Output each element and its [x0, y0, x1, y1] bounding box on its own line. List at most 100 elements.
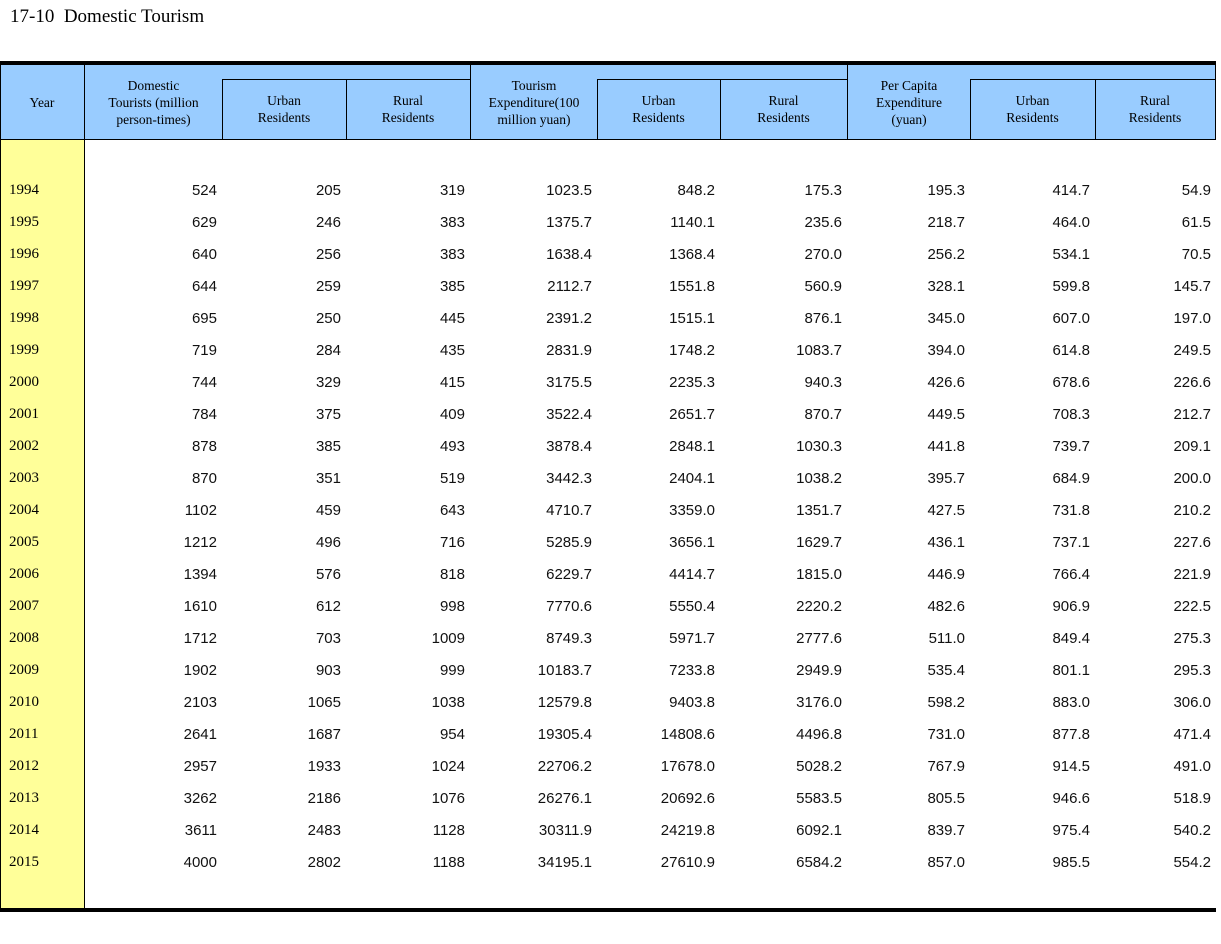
year-column-background	[1, 140, 85, 908]
header-tourism-expenditure: Tourism Expenditure(100 million yuan)	[488, 77, 580, 127]
value-cell: 1065	[307, 693, 341, 711]
value-cell: 383	[439, 245, 465, 263]
table-row: 2001 784 375 409 3522.4 2651.7 870.7 449.5 708.3…	[1, 398, 1216, 430]
value-cell: 540.2	[1173, 821, 1211, 839]
value-cell: 2220.2	[796, 597, 842, 615]
year-cell: 2011	[9, 725, 39, 742]
value-cell: 385	[439, 277, 465, 295]
value-cell: 2483	[307, 821, 341, 839]
value-cell: 1351.7	[796, 501, 842, 519]
value-cell: 2848.1	[669, 437, 715, 455]
subheader-divider	[720, 79, 721, 139]
value-cell: 210.2	[1173, 501, 1211, 519]
value-cell: 2112.7	[547, 277, 592, 295]
table-rows: 1994 524 205 319 1023.5 848.2 175.3 195.3 414.7 5…	[1, 174, 1216, 878]
value-cell: 4496.8	[796, 725, 842, 743]
year-cell: 2001	[9, 405, 39, 422]
table-row: 2007 1610 612 998 7770.6 5550.4 2220.2 482.6 906…	[1, 590, 1216, 622]
value-cell: 14808.6	[660, 725, 715, 743]
year-cell: 2012	[9, 757, 39, 774]
value-cell: 954	[439, 725, 465, 743]
value-cell: 3522.4	[546, 405, 592, 423]
value-cell: 1368.4	[669, 245, 715, 263]
subheader-divider	[346, 79, 347, 139]
table-row: 2004 1102 459 643 4710.7 3359.0 1351.7 427.5 731…	[1, 494, 1216, 526]
subheader-divider	[1095, 79, 1096, 139]
value-cell: 1024	[431, 757, 465, 775]
value-cell: 524	[191, 181, 217, 199]
value-cell: 2777.6	[796, 629, 842, 647]
value-cell: 784	[191, 405, 217, 423]
value-cell: 1128	[432, 821, 465, 839]
value-cell: 250	[315, 309, 341, 327]
value-cell: 284	[315, 341, 341, 359]
value-cell: 19305.4	[537, 725, 592, 743]
value-cell: 7233.8	[669, 661, 715, 679]
subheader-divider	[970, 79, 971, 139]
table-row: 1998 695 250 445 2391.2 1515.1 876.1 345.0 607.0…	[1, 302, 1216, 334]
value-cell: 998	[439, 597, 465, 615]
value-cell: 870.7	[804, 405, 842, 423]
value-cell: 737.1	[1052, 533, 1090, 551]
value-cell: 61.5	[1181, 213, 1211, 231]
value-cell: 744	[191, 373, 217, 391]
value-cell: 12579.8	[537, 693, 592, 711]
table-row: 2008 1712 703 1009 8749.3 5971.7 2777.6 511.0 84…	[1, 622, 1216, 654]
table-row: 2000 744 329 415 3175.5 2235.3 940.3 426.6 678.6…	[1, 366, 1216, 398]
year-cell: 1996	[9, 245, 39, 262]
value-cell: 1394	[183, 565, 217, 583]
value-cell: 1038	[431, 693, 465, 711]
year-cell: 2004	[9, 501, 39, 518]
value-cell: 708.3	[1052, 405, 1090, 423]
value-cell: 519	[439, 469, 465, 487]
value-cell: 719	[191, 341, 217, 359]
value-cell: 1933	[307, 757, 341, 775]
value-cell: 985.5	[1052, 853, 1090, 871]
header-dt-urban-residents: Urban Residents	[257, 93, 311, 125]
value-cell: 34195.1	[537, 853, 592, 871]
year-cell: 2003	[9, 469, 39, 486]
table-row: 1997 644 259 385 2112.7 1551.8 560.9 328.1 599.8…	[1, 270, 1216, 302]
value-cell: 222.5	[1173, 597, 1211, 615]
value-cell: 839.7	[927, 821, 965, 839]
value-cell: 643	[439, 501, 465, 519]
value-cell: 576	[315, 565, 341, 583]
value-cell: 914.5	[1052, 757, 1090, 775]
value-cell: 1030.3	[796, 437, 842, 455]
value-cell: 848.2	[677, 181, 715, 199]
value-cell: 1083.7	[796, 341, 842, 359]
value-cell: 249.5	[1173, 341, 1211, 359]
value-cell: 200.0	[1173, 469, 1211, 487]
table-row: 2014 3611 2483 1128 30311.9 24219.8 6092.1 839.…	[1, 814, 1216, 846]
table-row: 1994 524 205 319 1023.5 848.2 175.3 195.3 414.7 5…	[1, 174, 1216, 206]
value-cell: 1375.7	[546, 213, 592, 231]
year-cell: 2009	[9, 661, 39, 678]
subheader-divider	[222, 79, 223, 139]
value-cell: 3359.0	[669, 501, 715, 519]
value-cell: 464.0	[1052, 213, 1090, 231]
value-cell: 5550.4	[669, 597, 715, 615]
table-row: 2010 2103 1065 1038 12579.8 9403.8 3176.0 598.2…	[1, 686, 1216, 718]
year-cell: 1998	[9, 309, 39, 326]
value-cell: 3656.1	[669, 533, 715, 551]
value-cell: 598.2	[927, 693, 965, 711]
table-header: Year Domestic Tourists (million person-t…	[0, 61, 1216, 140]
value-cell: 4414.7	[669, 565, 715, 583]
value-cell: 878	[191, 437, 217, 455]
value-cell: 1551.8	[669, 277, 715, 295]
value-cell: 27610.9	[660, 853, 715, 871]
table-row: 2009 1902 903 999 10183.7 7233.8 2949.9 535.4 80…	[1, 654, 1216, 686]
year-cell: 2000	[9, 373, 39, 390]
value-cell: 383	[439, 213, 465, 231]
value-cell: 1712	[183, 629, 217, 647]
table-row: 2002 878 385 493 3878.4 2848.1 1030.3 441.8 739.…	[1, 430, 1216, 462]
value-cell: 612	[315, 597, 341, 615]
value-cell: 414.7	[1052, 181, 1090, 199]
value-cell: 684.9	[1052, 469, 1090, 487]
value-cell: 801.1	[1052, 661, 1090, 679]
value-cell: 3176.0	[796, 693, 842, 711]
value-cell: 614.8	[1052, 341, 1090, 359]
value-cell: 4710.7	[546, 501, 592, 519]
value-cell: 599.8	[1052, 277, 1090, 295]
value-cell: 17678.0	[660, 757, 715, 775]
